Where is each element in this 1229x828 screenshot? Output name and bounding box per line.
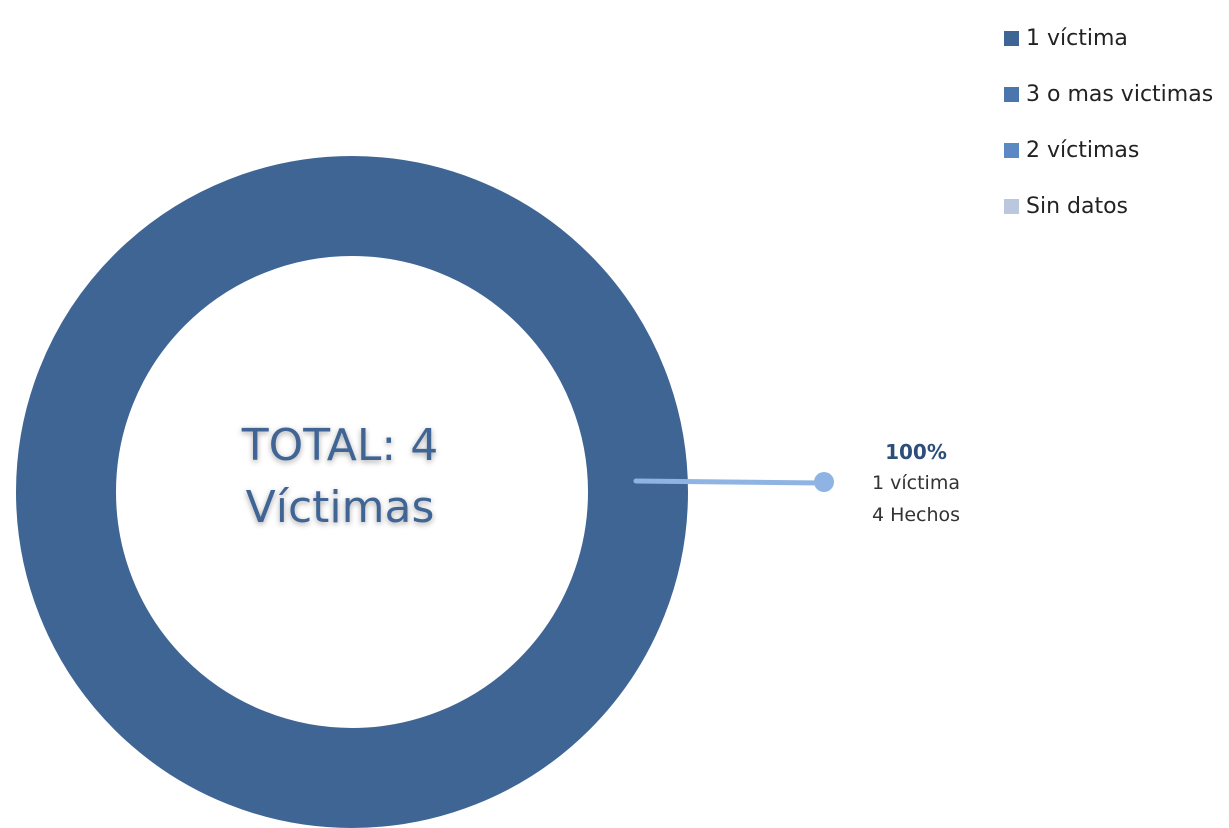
legend-swatch bbox=[1004, 142, 1019, 158]
legend-label: Sin datos bbox=[1026, 193, 1129, 219]
callout-count-label: 4 Hechos bbox=[872, 504, 960, 526]
center-label: TOTAL: 4 Víctimas bbox=[241, 420, 438, 533]
center-label-line-1: TOTAL: 4 bbox=[241, 420, 438, 471]
callout-percent-label: 100% bbox=[885, 440, 947, 464]
data-callout: 100% 1 víctima 4 Hechos bbox=[633, 440, 960, 526]
donut-slice-1 bbox=[16, 156, 688, 828]
legend-item-3-o-mas-victimas: 3 o mas victimas bbox=[1004, 66, 1226, 122]
callout-leader-line bbox=[633, 478, 825, 486]
callout-leader-dot bbox=[814, 472, 834, 492]
donut-slices bbox=[16, 156, 688, 828]
legend-item-sin-datos: Sin datos bbox=[1004, 178, 1226, 234]
legend-swatch bbox=[1004, 198, 1019, 214]
legend-label: 2 víctimas bbox=[1026, 137, 1140, 163]
legend-item-2-victimas: 2 víctimas bbox=[1004, 122, 1226, 178]
legend-swatch bbox=[1004, 86, 1019, 102]
legend-item-1-victima: 1 víctima bbox=[1004, 10, 1226, 66]
legend-swatch bbox=[1004, 30, 1019, 46]
legend-label: 3 o mas victimas bbox=[1026, 81, 1214, 107]
callout-category-label: 1 víctima bbox=[872, 472, 960, 494]
legend-label: 1 víctima bbox=[1026, 25, 1128, 51]
legend: 1 víctima 3 o mas victimas 2 víctimas Si… bbox=[1004, 10, 1226, 234]
center-label-line-2: Víctimas bbox=[246, 482, 435, 533]
